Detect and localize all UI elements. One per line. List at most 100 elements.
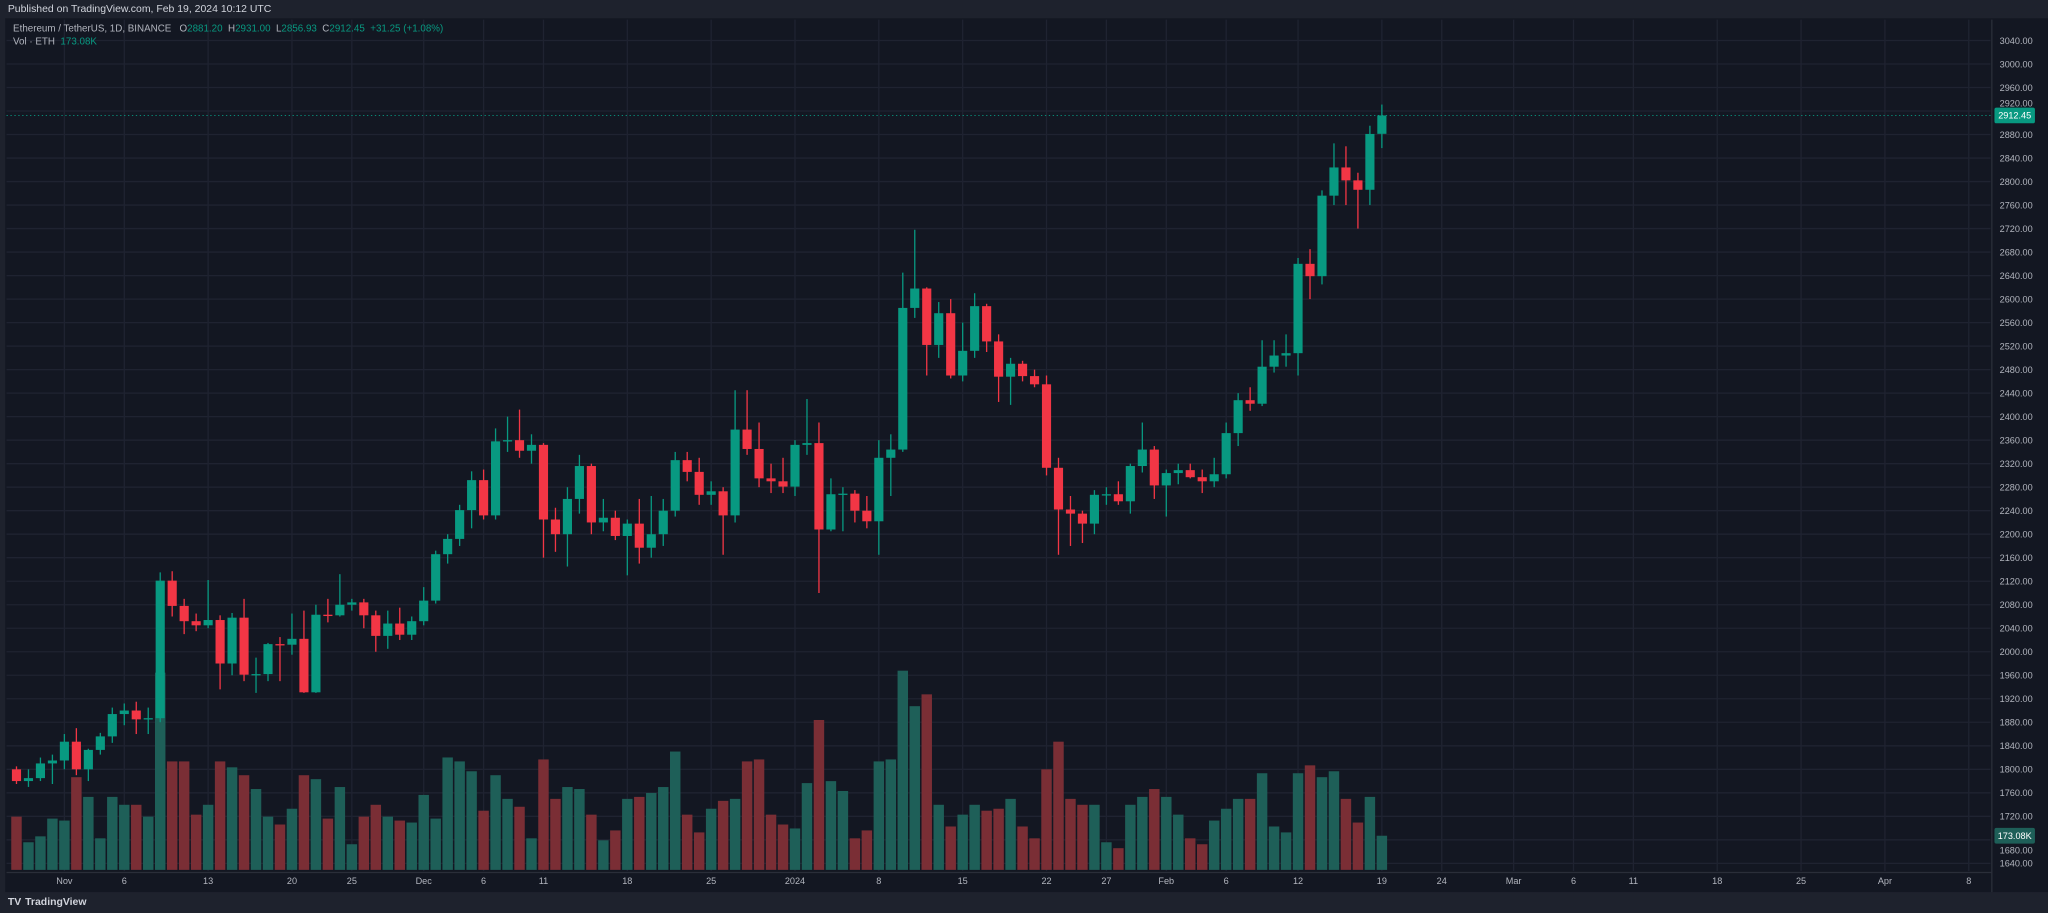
candle-body <box>574 466 584 499</box>
candle-body <box>1197 477 1207 482</box>
candle-body <box>1185 470 1195 478</box>
volume-bar <box>1173 814 1184 870</box>
y-tick-label: 2560.00 <box>2000 318 2033 328</box>
candle-body <box>299 638 309 693</box>
volume-bar <box>1220 808 1232 870</box>
volume-bar <box>430 818 441 870</box>
volume-bar <box>1268 826 1280 870</box>
footer-brand[interactable]: TV TradingView <box>8 896 87 908</box>
volume-bar <box>322 818 334 870</box>
volume-bar <box>981 810 992 870</box>
volume-bar <box>502 798 513 870</box>
symbol-title[interactable]: Ethereum / TetherUS, 1D, BINANCE <box>13 22 172 34</box>
y-tick-label: 1880.00 <box>2000 718 2033 728</box>
close-label: C <box>322 22 330 34</box>
volume-bar <box>1089 804 1100 870</box>
candle-body <box>1089 494 1099 524</box>
volume-bar <box>945 826 956 870</box>
volume-value: 173.08K <box>60 35 97 48</box>
volume-bar <box>634 796 645 870</box>
candle-body <box>215 620 225 664</box>
chart-legend: Ethereum / TetherUS, 1D, BINANCE O2881.2… <box>13 22 443 48</box>
volume-bar <box>849 838 861 870</box>
x-tick-label: 6 <box>122 876 127 886</box>
volume-bar <box>394 820 405 870</box>
candle-body <box>1353 180 1363 190</box>
x-tick-label: 8 <box>1966 876 1971 886</box>
y-tick-label: 1960.00 <box>2000 671 2033 681</box>
candle-body <box>1173 470 1183 474</box>
y-tick-label: 2880.00 <box>2000 130 2033 140</box>
x-tick-label: 22 <box>1041 876 1051 886</box>
volume-bar <box>885 759 897 870</box>
candle-body <box>1149 449 1159 486</box>
candle-body <box>1029 376 1040 385</box>
volume-bar <box>550 798 561 870</box>
candle-body <box>1041 384 1052 468</box>
volume-bar <box>1292 773 1304 870</box>
candle-body <box>682 460 692 472</box>
volume-bar <box>190 814 202 870</box>
volume-bar <box>681 814 693 870</box>
volume-bar <box>406 822 417 870</box>
volume-bar <box>562 787 573 870</box>
volume-bar <box>250 789 262 870</box>
y-tick-label: 2680.00 <box>2000 247 2033 257</box>
volume-bar <box>1196 844 1208 870</box>
high-label: H <box>228 22 236 34</box>
volume-bar <box>71 777 82 870</box>
y-tick-label: 1800.00 <box>2000 765 2033 775</box>
volume-bar <box>825 781 837 870</box>
x-tick-label: 6 <box>1224 876 1229 886</box>
candle-body <box>1269 355 1279 367</box>
volume-bar <box>166 761 178 870</box>
candle-body <box>934 313 944 345</box>
volume-bar <box>1280 832 1292 870</box>
volume-label[interactable]: Vol · ETH <box>13 35 55 48</box>
volume-bar <box>35 836 46 870</box>
volume-bar <box>514 806 525 870</box>
volume-bar <box>1029 838 1040 870</box>
volume-bar <box>274 824 286 870</box>
volume-bar <box>921 694 932 870</box>
volume-bar <box>1208 820 1220 870</box>
candle-body <box>23 778 34 782</box>
candle-body <box>742 429 752 449</box>
x-tick-label: 19 <box>1377 876 1387 886</box>
volume-bar <box>1077 804 1088 870</box>
candle-body <box>467 480 477 511</box>
volume-bar <box>143 816 154 870</box>
volume-bar <box>83 796 94 870</box>
candle-body <box>802 443 812 445</box>
y-tick-label: 2960.00 <box>2000 83 2033 93</box>
volume-bar <box>214 761 226 870</box>
candle-body <box>718 491 728 516</box>
candle-body <box>862 510 872 522</box>
candle-body <box>1209 474 1219 482</box>
volume-bar <box>873 761 885 870</box>
ohlc-row: Ethereum / TetherUS, 1D, BINANCE O2881.2… <box>13 22 443 35</box>
volume-bar <box>969 804 980 870</box>
candle-body <box>311 614 321 693</box>
volume-bar <box>717 800 729 870</box>
candle-body <box>550 519 561 535</box>
y-tick-label: 2440.00 <box>2000 388 2033 398</box>
volume-bar <box>107 796 118 870</box>
y-tick-label: 2920.00 <box>2000 98 2033 108</box>
low-label: L <box>275 22 282 34</box>
volume-bar <box>837 790 849 870</box>
volume-bar <box>1316 777 1328 870</box>
candle-body <box>119 710 129 715</box>
volume-bar <box>298 775 310 870</box>
x-tick-label: Mar <box>1506 876 1522 886</box>
volume-bar <box>382 816 393 870</box>
x-tick-label: Feb <box>1158 876 1174 886</box>
candle-body <box>263 644 273 675</box>
volume-bar <box>1113 848 1124 870</box>
candle-body <box>886 449 896 458</box>
y-tick-label: 2600.00 <box>2000 294 2033 304</box>
volume-bar <box>202 804 214 870</box>
y-tick-label: 2480.00 <box>2000 365 2033 375</box>
y-tick-label: 3000.00 <box>2000 59 2033 69</box>
